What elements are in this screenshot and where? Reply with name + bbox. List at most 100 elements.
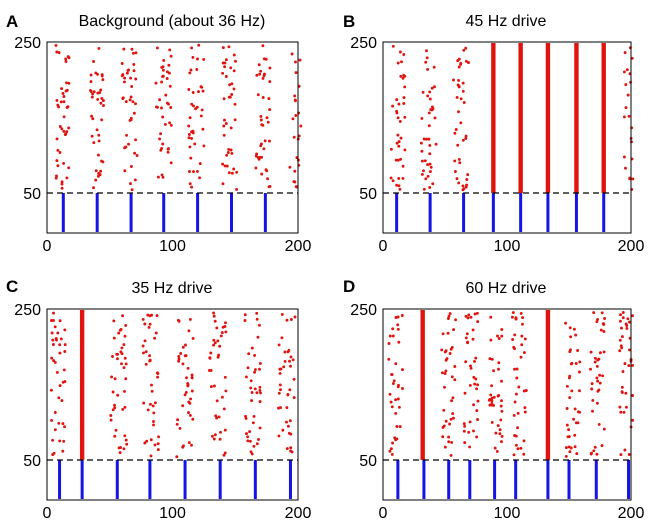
spike-dot — [456, 143, 460, 147]
plot-frame — [382, 308, 632, 501]
spike-dot — [51, 438, 55, 442]
spike-dot — [150, 313, 154, 317]
spike-dot — [60, 87, 64, 91]
spike-dot — [157, 435, 161, 439]
spike-dot — [63, 350, 67, 353]
spike-dot — [234, 59, 237, 63]
spike-dot — [213, 341, 217, 345]
spike-dot — [450, 440, 454, 444]
spike-dot — [159, 132, 163, 136]
spike-dot — [257, 63, 261, 67]
spike-dot — [592, 311, 596, 315]
spike-dot — [398, 50, 402, 54]
spike-dot — [112, 336, 116, 340]
spike-dot — [222, 453, 226, 457]
spike-dot — [56, 148, 60, 152]
spike-dot — [253, 353, 257, 357]
spike-dot — [149, 454, 153, 458]
spike-dot — [577, 370, 581, 374]
spike-dot — [621, 370, 625, 373]
spike-dot — [461, 188, 465, 192]
spike-dot — [162, 58, 166, 62]
spike-dot — [448, 352, 452, 355]
spike-dot — [128, 98, 132, 102]
spike-dot — [519, 446, 523, 450]
spike-dot — [281, 428, 285, 432]
spike-dot — [564, 454, 568, 458]
spike-dot — [500, 409, 504, 413]
spike-dot — [573, 407, 577, 411]
spike-dot — [164, 93, 168, 97]
spike-dot — [519, 355, 523, 359]
spike-dot — [187, 329, 191, 333]
spike-dot — [440, 348, 444, 352]
spike-dot — [280, 312, 284, 316]
spike-dot — [429, 108, 433, 112]
spike-dot — [389, 176, 393, 180]
spike-dot — [202, 144, 206, 148]
spike-dot — [396, 323, 400, 327]
spike-dot — [62, 368, 66, 372]
spike-dot — [190, 443, 193, 447]
spike-dot — [420, 172, 424, 176]
spike-dot — [58, 439, 62, 443]
spike-dot — [222, 407, 226, 411]
spike-dot — [299, 124, 303, 128]
spike-dot — [99, 101, 103, 105]
spike-dot — [113, 406, 117, 410]
spike-dot — [249, 379, 253, 383]
spike-dot — [156, 442, 160, 446]
spike-dot — [441, 435, 445, 439]
spike-dot — [429, 165, 433, 169]
spike-dot — [215, 399, 219, 403]
spike-dot — [565, 423, 569, 427]
spike-dot — [212, 338, 216, 342]
spike-dot — [58, 384, 62, 388]
spike-dot — [91, 117, 95, 121]
spike-dot — [426, 94, 430, 98]
spike-dot — [160, 173, 164, 177]
spike-dot — [58, 125, 62, 128]
spike-dot — [258, 385, 262, 389]
spike-dot — [465, 332, 469, 336]
spike-dot — [290, 52, 294, 56]
spike-dot — [602, 330, 606, 333]
spike-dot — [52, 319, 55, 322]
spike-dot — [168, 121, 172, 125]
spike-dot — [475, 409, 479, 413]
spike-dot — [116, 357, 119, 361]
spike-dot — [472, 429, 475, 433]
spike-dot — [166, 150, 170, 154]
spike-dot — [627, 453, 631, 456]
spike-dot — [512, 453, 516, 457]
spike-dot — [602, 350, 606, 354]
spike-dot — [118, 451, 122, 455]
spike-dot — [490, 399, 494, 403]
spike-raster — [54, 43, 303, 192]
spike-dot — [433, 85, 436, 89]
spike-dot — [459, 97, 463, 101]
spike-dot — [110, 375, 114, 379]
synchronized-volley — [79, 310, 85, 460]
spike-dot — [444, 419, 448, 423]
spike-dot — [124, 362, 128, 366]
spike-dot — [444, 358, 448, 362]
spike-dot — [188, 401, 192, 405]
spike-dot — [628, 348, 631, 352]
spike-dot — [387, 342, 391, 345]
spike-dot — [294, 60, 297, 64]
spike-dot — [133, 178, 137, 182]
x-tick-label: 200 — [285, 238, 312, 255]
spike-dot — [229, 148, 233, 152]
spike-dot — [116, 352, 120, 356]
spike-dot — [58, 319, 62, 323]
spike-dot — [621, 316, 625, 320]
spike-dot — [53, 360, 57, 364]
spike-dot — [513, 333, 517, 337]
spike-dot — [252, 414, 256, 418]
spike-dot — [447, 440, 451, 444]
spike-dot — [160, 146, 164, 150]
spike-dot — [111, 390, 115, 394]
spike-dot — [287, 431, 291, 435]
spike-dot — [467, 313, 471, 317]
